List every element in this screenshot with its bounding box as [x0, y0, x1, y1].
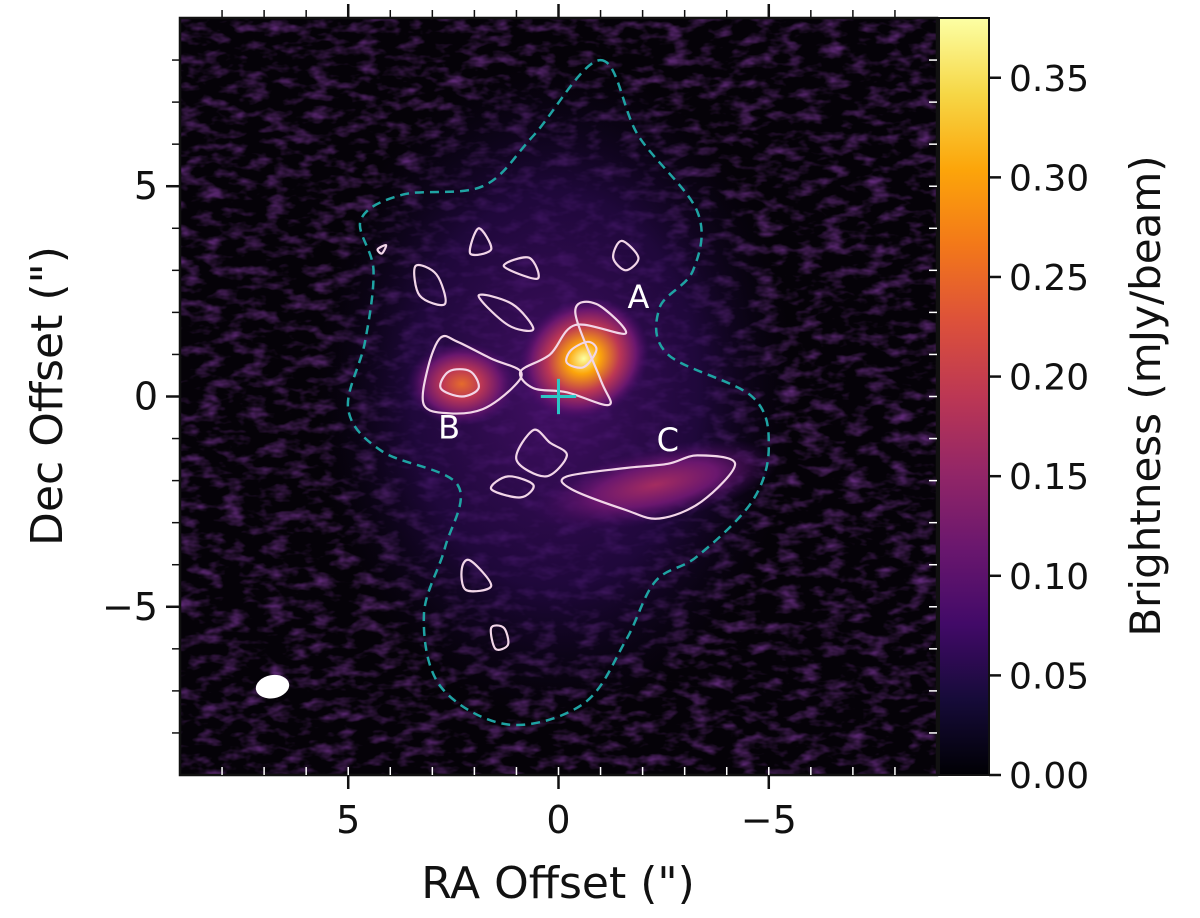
emission-contour — [477, 293, 535, 332]
emission-contour — [468, 227, 493, 257]
emission-contour — [489, 475, 535, 499]
source-c-emission — [531, 439, 779, 531]
colorbar-tick-label: 0.05 — [1009, 656, 1089, 697]
emission-contour — [421, 334, 523, 415]
emission-contour — [413, 263, 447, 307]
beam-shape — [255, 674, 290, 699]
emission-contour — [489, 624, 510, 651]
colorbar-tick-label: 0.35 — [1009, 59, 1089, 100]
colorbar-tick-label: 0.30 — [1009, 158, 1089, 199]
colorbar-tick-label: 0.00 — [1009, 756, 1089, 797]
x-axis-title: RA Offset (") — [421, 858, 695, 909]
y-tick-label: 5 — [134, 164, 158, 208]
colorbar-ticks: 0.00 0.05 0.10 0.15 0.20 0.25 0.30 0.35 — [989, 59, 1089, 797]
mask-contour — [346, 58, 771, 727]
source-glows — [407, 297, 779, 531]
region-labels: A B C — [438, 278, 679, 459]
colorbar — [938, 17, 990, 776]
emission-contour — [515, 428, 568, 478]
source-label-c: C — [657, 421, 679, 459]
x-tick-label: −5 — [741, 798, 797, 842]
emission-contour — [376, 243, 388, 255]
x-tick-label: 5 — [336, 798, 360, 842]
colorbar-tick-label: 0.10 — [1009, 557, 1089, 598]
x-tick-label: 0 — [546, 798, 570, 842]
source-label-b: B — [438, 409, 460, 447]
y-tick-label: −5 — [102, 585, 158, 629]
colorbar-tick-label: 0.25 — [1009, 258, 1089, 299]
colorbar-tick-label: 0.15 — [1009, 457, 1089, 498]
colorbar-tick-label: 0.20 — [1009, 358, 1089, 399]
colorbar-title: Brightness (mJy/beam) — [1121, 155, 1170, 636]
y-axis-ticks: 5 0 −5 — [102, 59, 937, 734]
emission-contour — [460, 558, 493, 593]
emission-contour — [560, 454, 737, 520]
beam-ellipse — [255, 674, 290, 699]
contours — [346, 58, 771, 727]
y-tick-label: 0 — [134, 375, 158, 419]
emission-contour — [518, 300, 627, 407]
source-a-emission — [518, 297, 650, 420]
source-label-a: A — [627, 278, 649, 316]
y-axis-title: Dec Offset (") — [22, 246, 73, 546]
emission-contour — [612, 239, 640, 272]
emission-contour — [565, 340, 598, 369]
plot-area: A B C — [180, 18, 937, 775]
phase-center-marker — [540, 378, 577, 415]
emission-contour — [439, 368, 480, 398]
emission-contour — [502, 256, 540, 280]
x-axis-ticks: 5 0 −5 — [221, 4, 896, 842]
